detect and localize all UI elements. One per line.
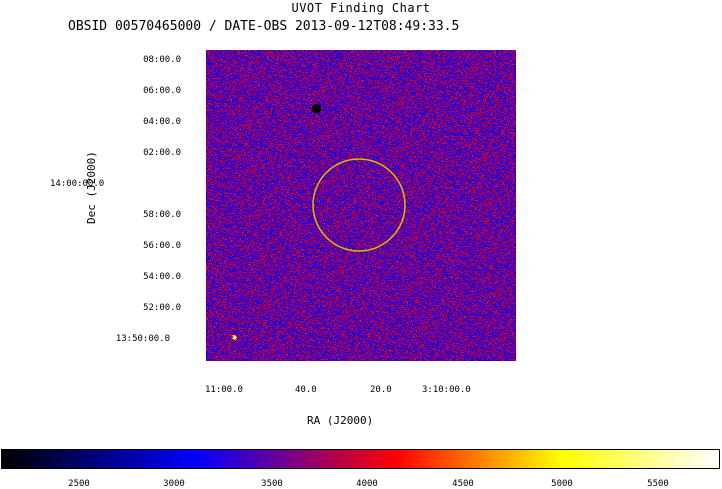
colorbar: [1, 449, 720, 469]
image-overlay: [312, 158, 406, 252]
dec-tick-label: 08:00.0: [143, 55, 181, 65]
dec-tick-label: 04:00.0: [143, 117, 181, 127]
observation-subtitle: OBSID 00570465000 / DATE-OBS 2013-09-12T…: [68, 19, 460, 34]
dec-tick-label: 52:00.0: [143, 303, 181, 313]
dec-tick-label: 02:00.0: [143, 148, 181, 158]
dec-tick-label: 58:00.0: [143, 210, 181, 220]
colorbar-tick-label: 4000: [356, 479, 378, 489]
dec-tick-label: 54:00.0: [143, 272, 181, 282]
colorbar-tick-label: 3000: [163, 479, 185, 489]
colorbar-tick-label: 5000: [551, 479, 573, 489]
dec-tick-label: 56:00.0: [143, 241, 181, 251]
y-axis-label: Dec (J2000): [85, 151, 98, 224]
colorbar-tick-label: 4500: [452, 479, 474, 489]
x-axis-label: RA (J2000): [307, 414, 374, 427]
dec-tick-label: 13:50:00.0: [115, 334, 170, 344]
ra-tick-label: 40.0: [295, 385, 317, 395]
dec-tick-label: 14:00:00.0: [50, 179, 105, 189]
chart-title: UVOT Finding Chart: [291, 1, 431, 15]
sky-image[interactable]: [206, 50, 516, 361]
dec-tick-label: 06:00.0: [143, 86, 181, 96]
ra-tick-label: 20.0: [370, 385, 392, 395]
source-region-circle: [312, 158, 406, 252]
ra-tick-label: 3:10:00.0: [422, 385, 471, 395]
colorbar-tick-label: 2500: [68, 479, 90, 489]
colorbar-tick-label: 5500: [647, 479, 669, 489]
ra-tick-label: 11:00.0: [205, 385, 243, 395]
colorbar-tick-label: 3500: [261, 479, 283, 489]
